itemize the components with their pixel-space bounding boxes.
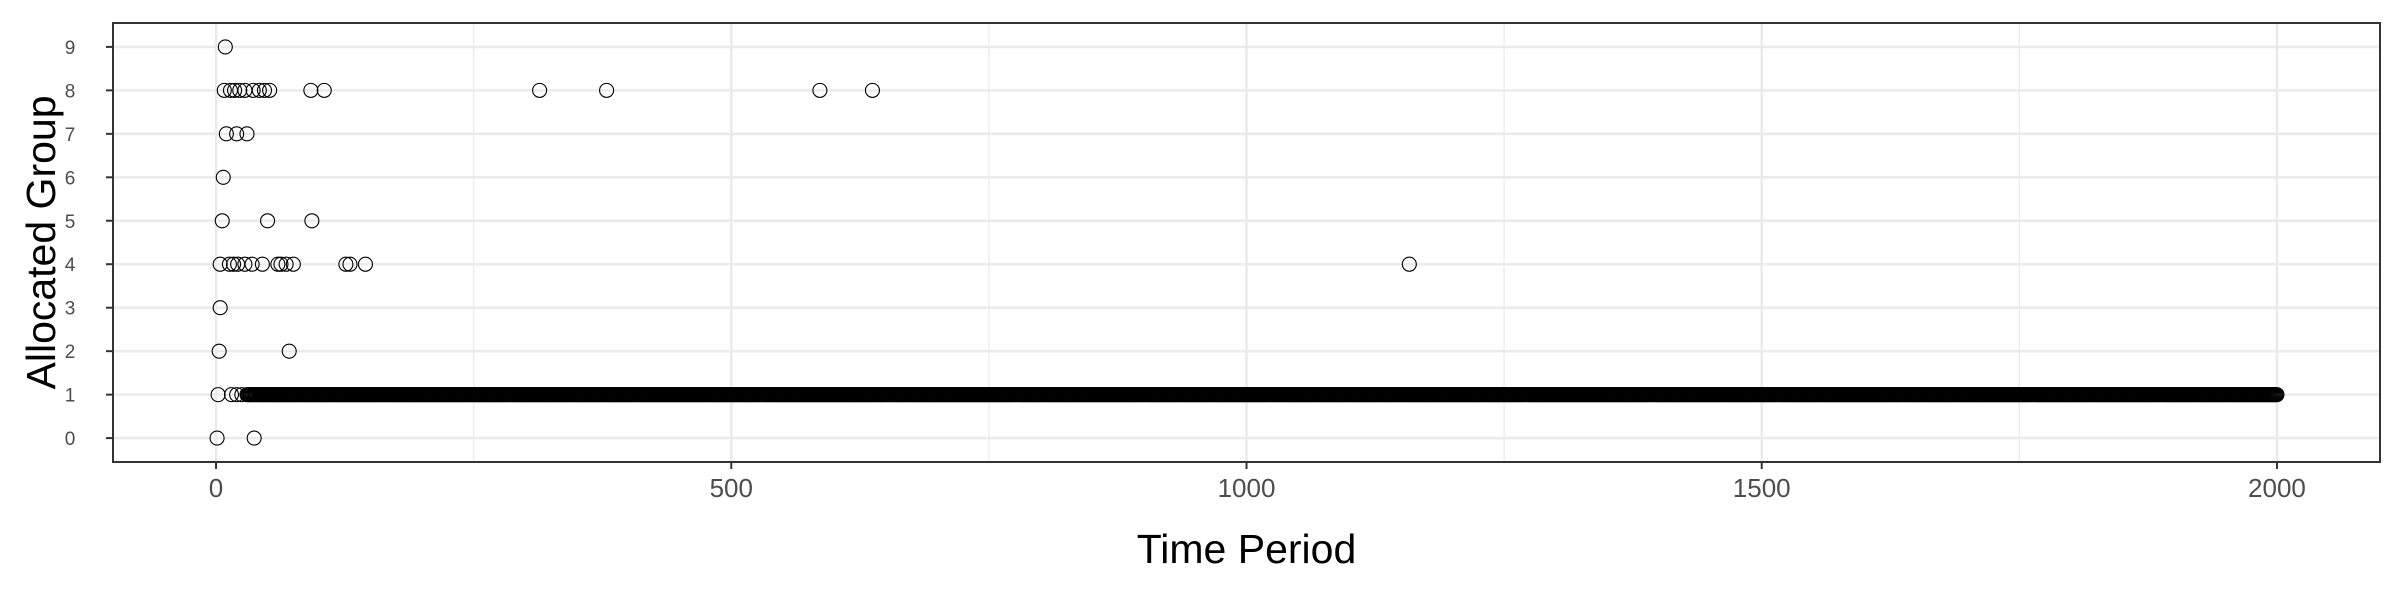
x-tick-label: 500 [710, 473, 753, 503]
y-tick-label: 5 [65, 212, 76, 233]
data-point [1401, 256, 1417, 272]
x-tick-label: 1000 [1218, 473, 1276, 503]
y-tick-label: 4 [65, 255, 76, 276]
y-tick-label: 9 [65, 38, 76, 59]
data-point [214, 213, 230, 229]
x-tick-label: 0 [209, 473, 223, 503]
data-point [211, 343, 227, 359]
data-point [237, 256, 253, 272]
y-tick-label: 6 [65, 168, 76, 189]
data-point [246, 430, 262, 446]
data-point [303, 82, 319, 98]
data-point [357, 256, 374, 272]
data-point [256, 82, 273, 98]
y-axis-title: Allocated Group [18, 95, 64, 389]
y-tick-label: 7 [65, 125, 76, 146]
data-point [338, 256, 354, 272]
data-point [215, 169, 231, 185]
data-point [254, 256, 270, 272]
data-point [209, 430, 225, 446]
x-tick-label: 2000 [2248, 473, 2306, 503]
data-point [304, 213, 320, 229]
y-tick-label: 0 [65, 429, 76, 450]
data-point [270, 256, 286, 272]
data-point [239, 126, 255, 142]
data-point [226, 256, 242, 272]
x-axis-title: Time Period [1137, 526, 1357, 572]
data-point [244, 256, 260, 272]
data-point [2269, 387, 2285, 403]
y-tick-label: 1 [65, 386, 76, 407]
data-point [273, 256, 289, 272]
data-point [812, 82, 828, 98]
data-point [216, 82, 232, 98]
data-point [212, 256, 228, 272]
data-point [281, 343, 297, 359]
data-point [599, 82, 615, 98]
data-point [532, 82, 548, 98]
data-point [217, 39, 233, 55]
data-point [227, 82, 243, 98]
data-point [251, 82, 267, 98]
y-tick-label: 8 [65, 81, 76, 102]
x-axis: 0 500 1000 1500 2000 [209, 462, 2306, 503]
data-point [864, 82, 881, 98]
y-tick-label: 2 [65, 342, 76, 363]
data-point [210, 387, 226, 403]
data-point [316, 82, 332, 98]
data-point [262, 82, 278, 98]
data-point [218, 126, 234, 142]
x-tick-label: 1500 [1733, 473, 1791, 503]
data-points [209, 39, 2285, 446]
data-point [260, 213, 276, 229]
data-point [229, 126, 245, 142]
y-axis: 0 1 2 3 4 5 6 7 8 9 [65, 38, 113, 450]
data-point [212, 300, 228, 316]
data-point [221, 256, 237, 272]
data-point [278, 256, 294, 272]
data-point [342, 256, 358, 272]
data-point [223, 387, 240, 403]
data-point [285, 256, 301, 272]
y-tick-label: 3 [65, 299, 76, 320]
data-point [245, 82, 261, 98]
data-point [232, 82, 248, 98]
